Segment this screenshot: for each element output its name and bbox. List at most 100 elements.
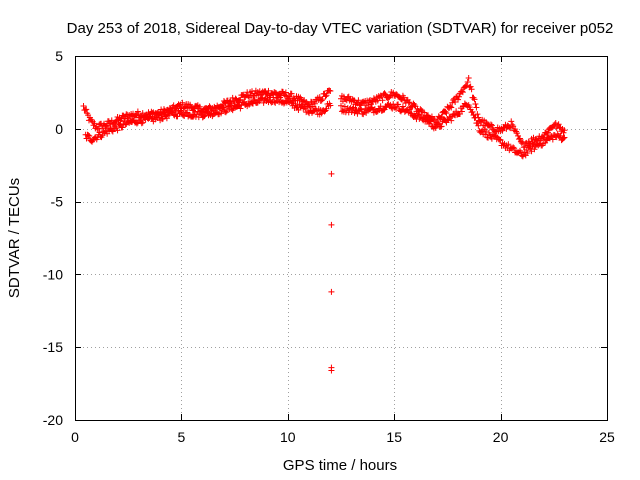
data-point [459,89,466,96]
data-point [488,122,495,129]
y-tick-label: -5 [51,194,64,210]
data-point [138,120,145,127]
data-point [464,79,471,86]
data-point [301,103,308,110]
data-point [136,117,143,124]
plot-frame [75,56,608,421]
data-point [474,111,481,118]
data-point [134,108,141,115]
data-point [487,121,494,128]
data-point [246,101,253,108]
x-tick-label: 15 [386,429,402,445]
data-point [172,109,179,116]
data-point [163,115,170,122]
data-point [220,104,227,111]
y-tick-label: -10 [43,266,63,282]
data-point [249,100,256,107]
data-point [449,99,456,106]
data-point [363,109,370,116]
y-tick-label: -20 [43,412,63,428]
data-point [514,130,521,137]
data-point [509,121,516,128]
outlier-point [328,288,335,295]
data-point [472,101,479,108]
data-point [322,93,329,100]
y-tick-label: 0 [55,121,63,137]
data-point [442,108,449,115]
data-point [91,120,98,127]
data-point [475,122,482,129]
data-point [390,89,397,96]
x-tick-label: 20 [493,429,509,445]
data-point [355,97,362,104]
data-point [561,134,568,141]
data-point [448,117,455,124]
data-point [468,86,475,93]
data-point [499,127,506,134]
outlier-point [328,367,335,374]
data-point [467,83,474,90]
data-point [277,94,284,101]
data-point [319,96,326,103]
data-point [379,97,386,104]
data-point [387,101,394,108]
data-point [426,118,433,125]
data-point [432,124,439,131]
x-tick-label: 10 [280,429,296,445]
data-point [338,102,344,109]
data-point [83,106,90,113]
data-point [119,124,126,131]
data-point [219,104,226,111]
data-point [456,93,463,100]
data-point [82,106,89,113]
data-point [114,127,121,134]
data-point [531,146,538,153]
data-point [179,99,186,106]
data-point [348,109,355,116]
x-tick-label: 5 [178,429,186,445]
data-point [382,91,389,98]
data-point [496,136,503,143]
data-point [511,145,518,152]
y-tick-label: 5 [55,48,63,64]
grid-lines [75,56,607,420]
data-point [435,120,442,127]
data-point [86,133,93,140]
outlier-point [328,221,335,228]
data-point [227,101,234,108]
data-point [561,127,568,134]
data-point [200,113,207,120]
data-point [370,95,377,102]
data-point [139,119,146,126]
y-axis-label: SDTVAR / TECUs [6,178,23,298]
outlier-point [328,170,335,177]
data-point [458,108,465,115]
data-point [327,102,334,109]
data-point [427,118,434,125]
data-point [473,104,480,111]
data-point [438,123,445,130]
data-point [300,98,307,105]
data-point [448,104,455,111]
data-point [418,111,425,118]
data-point [508,118,515,125]
data-point [544,129,551,136]
data-point [555,121,562,128]
data-point [560,135,567,142]
data-point [549,136,556,143]
data-point [560,129,567,136]
x-axis-label: GPS time / hours [283,457,397,474]
data-point [411,102,418,109]
data-point [465,74,472,81]
data-point [104,130,111,137]
data-point [177,107,184,114]
data-point [415,111,422,118]
data-point [237,105,244,112]
data-point [229,94,236,101]
data-point [443,110,450,117]
data-point [282,89,289,96]
data-point [497,137,504,144]
data-point [524,149,531,156]
data-point [304,103,311,110]
